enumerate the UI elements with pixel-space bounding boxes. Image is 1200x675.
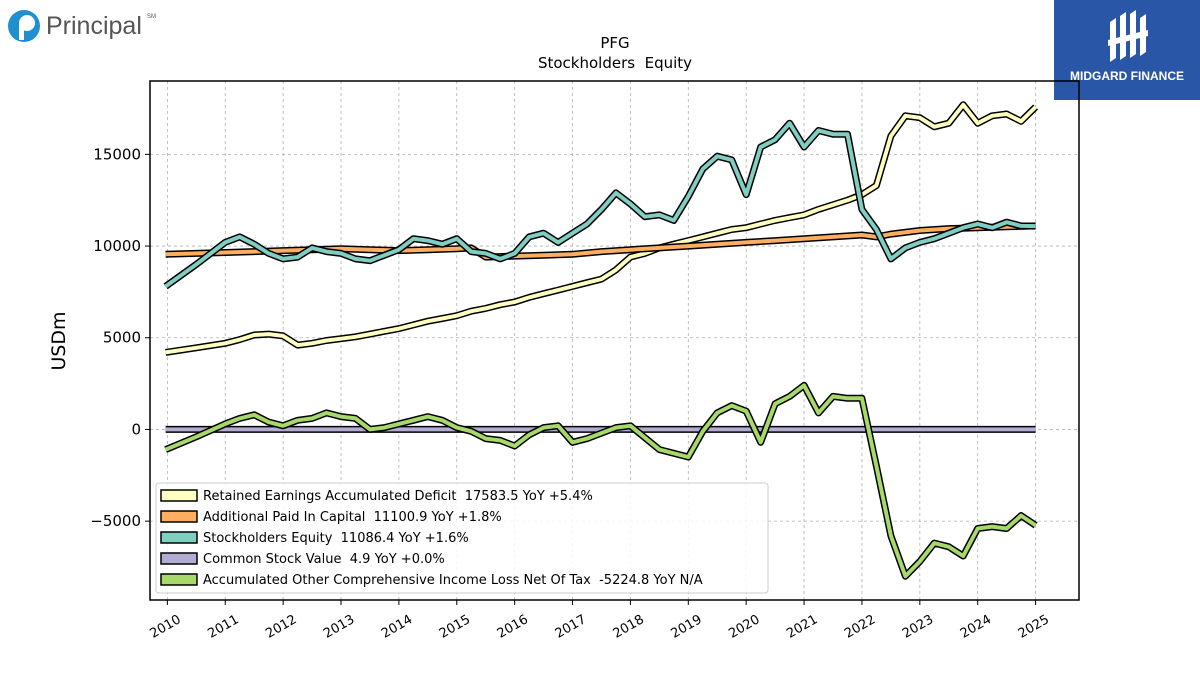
y-axis: −5000 0 5000 10000 15000 xyxy=(90,145,150,530)
x-tick-label: 2015 xyxy=(437,612,473,642)
legend-item: Retained Earnings Accumulated Deficit 17… xyxy=(160,489,593,504)
legend-label: Accumulated Other Comprehensive Income L… xyxy=(203,573,703,588)
midgard-emblem-icon xyxy=(1108,10,1148,62)
x-tick-label: 2018 xyxy=(611,612,647,642)
midgard-wordmark: MIDGARD FINANCE xyxy=(1070,69,1184,83)
legend-item: Common Stock Value 4.9 YoY +0.0% xyxy=(160,552,445,567)
plot-frame xyxy=(149,80,1080,601)
y-tick-label: 0 xyxy=(131,420,141,438)
legend-label: Retained Earnings Accumulated Deficit 17… xyxy=(203,489,593,504)
x-tick-label: 2022 xyxy=(842,612,878,642)
x-tick-label: 2011 xyxy=(205,612,241,642)
legend-swatch xyxy=(160,552,198,565)
chart-subtitle: Stockholders Equity xyxy=(538,54,692,72)
x-axis: 2010 2011 2012 2013 2014 2015 2016 2017 2018 2019… xyxy=(148,600,1052,642)
chart-title: PFG xyxy=(600,34,629,52)
series-outline xyxy=(165,101,1039,356)
x-tick-label: 2023 xyxy=(900,612,936,642)
legend-swatch xyxy=(160,531,198,544)
x-tick-label: 2013 xyxy=(321,612,357,642)
x-tick-label: 2014 xyxy=(379,612,415,642)
series-retained-earnings-accumulated-deficit xyxy=(165,101,1039,356)
series-stockholders-equity xyxy=(163,119,1036,290)
principal-sm-mark: SM xyxy=(147,14,156,20)
legend-swatch xyxy=(160,489,198,502)
legend-box xyxy=(155,482,769,594)
series-outline xyxy=(163,119,1036,290)
principal-wordmark: Principal xyxy=(46,12,142,40)
principal-mark-icon xyxy=(8,10,40,42)
x-tick-label: 2019 xyxy=(668,612,704,642)
series-accumulated-other-comprehensive-income-loss-net-of-tax xyxy=(164,381,1038,580)
series-layer xyxy=(163,101,1039,580)
y-tick-label: 10000 xyxy=(93,237,141,255)
legend-swatch xyxy=(160,573,198,586)
x-tick-label: 2012 xyxy=(263,612,299,642)
midgard-logo: MIDGARD FINANCE xyxy=(1054,0,1200,100)
x-tick-label: 2016 xyxy=(495,612,531,642)
x-tick-label: 2017 xyxy=(553,612,589,642)
series-line xyxy=(164,121,1036,289)
x-tick-label: 2024 xyxy=(958,612,994,642)
x-tick-label: 2010 xyxy=(148,612,184,642)
y-tick-label: 5000 xyxy=(103,329,141,347)
series-line xyxy=(164,383,1037,579)
legend-label: Stockholders Equity 11086.4 YoY +1.6% xyxy=(203,531,469,546)
legend-item: Additional Paid In Capital 11100.9 YoY +… xyxy=(160,510,502,525)
x-tick-label: 2020 xyxy=(726,612,762,642)
legend-item: Stockholders Equity 11086.4 YoY +1.6% xyxy=(160,531,469,546)
y-tick-label: −5000 xyxy=(90,512,141,530)
legend-item: Accumulated Other Comprehensive Income L… xyxy=(160,573,703,588)
x-tick-label: 2021 xyxy=(784,612,820,642)
legend-swatch xyxy=(160,510,198,523)
principal-logo: Principal SM xyxy=(6,4,176,48)
legend-label: Additional Paid In Capital 11100.9 YoY +… xyxy=(203,510,502,525)
y-tick-label: 15000 xyxy=(93,145,141,163)
series-line xyxy=(165,102,1038,355)
y-axis-label: USDm xyxy=(48,311,70,370)
legend: Retained Earnings Accumulated Deficit 17… xyxy=(155,482,769,594)
x-tick-label: 2025 xyxy=(1016,612,1052,642)
legend-label: Common Stock Value 4.9 YoY +0.0% xyxy=(203,552,445,567)
